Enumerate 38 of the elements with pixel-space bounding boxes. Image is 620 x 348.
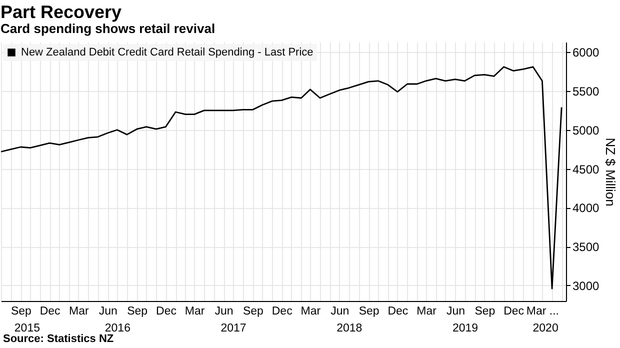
- x2-tick-label: 2019: [452, 322, 478, 334]
- x-tick-label: Sep: [474, 306, 496, 318]
- x2-tick-label: 2020: [532, 322, 558, 334]
- x-tick-label: Sep: [10, 306, 32, 318]
- chart-title: Part Recovery: [0, 2, 122, 22]
- x-tick-label: Mar: [300, 306, 321, 318]
- x-tick-label: Mar: [416, 306, 437, 318]
- x-tick-label: Dec: [40, 306, 61, 318]
- x-tick-label: Mar ...: [526, 306, 559, 318]
- x2-tick-label: 2015: [14, 322, 40, 334]
- x2-tick-label: 2018: [336, 322, 362, 334]
- x-tick-label: Jun: [214, 306, 234, 318]
- y-tick-label: 3000: [572, 278, 600, 293]
- x-tick-label: Mar: [184, 306, 205, 318]
- x-tick-label: Jun: [330, 306, 350, 318]
- x2-tick-label: 2017: [220, 322, 246, 334]
- x-tick-label: Sep: [242, 306, 264, 318]
- x-tick-label: Dec: [272, 306, 293, 318]
- x-tick-label: Jun: [98, 306, 118, 318]
- x-tick-label: Dec: [388, 306, 408, 318]
- y-axis-title: NZ $ Million: [603, 138, 618, 206]
- y-tick-label: 4000: [572, 201, 600, 216]
- y-tick-label: 6000: [572, 46, 600, 60]
- x-tick-label: Mar: [69, 306, 90, 318]
- x-tick-label: Sep: [358, 306, 380, 318]
- legend-label: New Zealand Debit Credit Card Retail Spending - Last Price: [21, 46, 314, 58]
- y-tick-label: 5500: [572, 84, 600, 98]
- source-note: Source: Statistics NZ: [3, 333, 114, 345]
- chart-subtitle: Card spending shows retail revival: [0, 21, 216, 36]
- x-tick-label: Jun: [446, 306, 465, 318]
- x-tick-label: Sep: [127, 306, 148, 318]
- y-tick-label: 4500: [572, 162, 600, 176]
- y-tick-label: 5000: [572, 123, 600, 138]
- y-tick-label: 3500: [572, 240, 600, 254]
- x2-tick-label: 2016: [104, 322, 130, 334]
- x-tick-label: Dec: [156, 306, 177, 318]
- x-tick-label: Dec: [504, 306, 524, 318]
- line-series: [1, 66, 562, 290]
